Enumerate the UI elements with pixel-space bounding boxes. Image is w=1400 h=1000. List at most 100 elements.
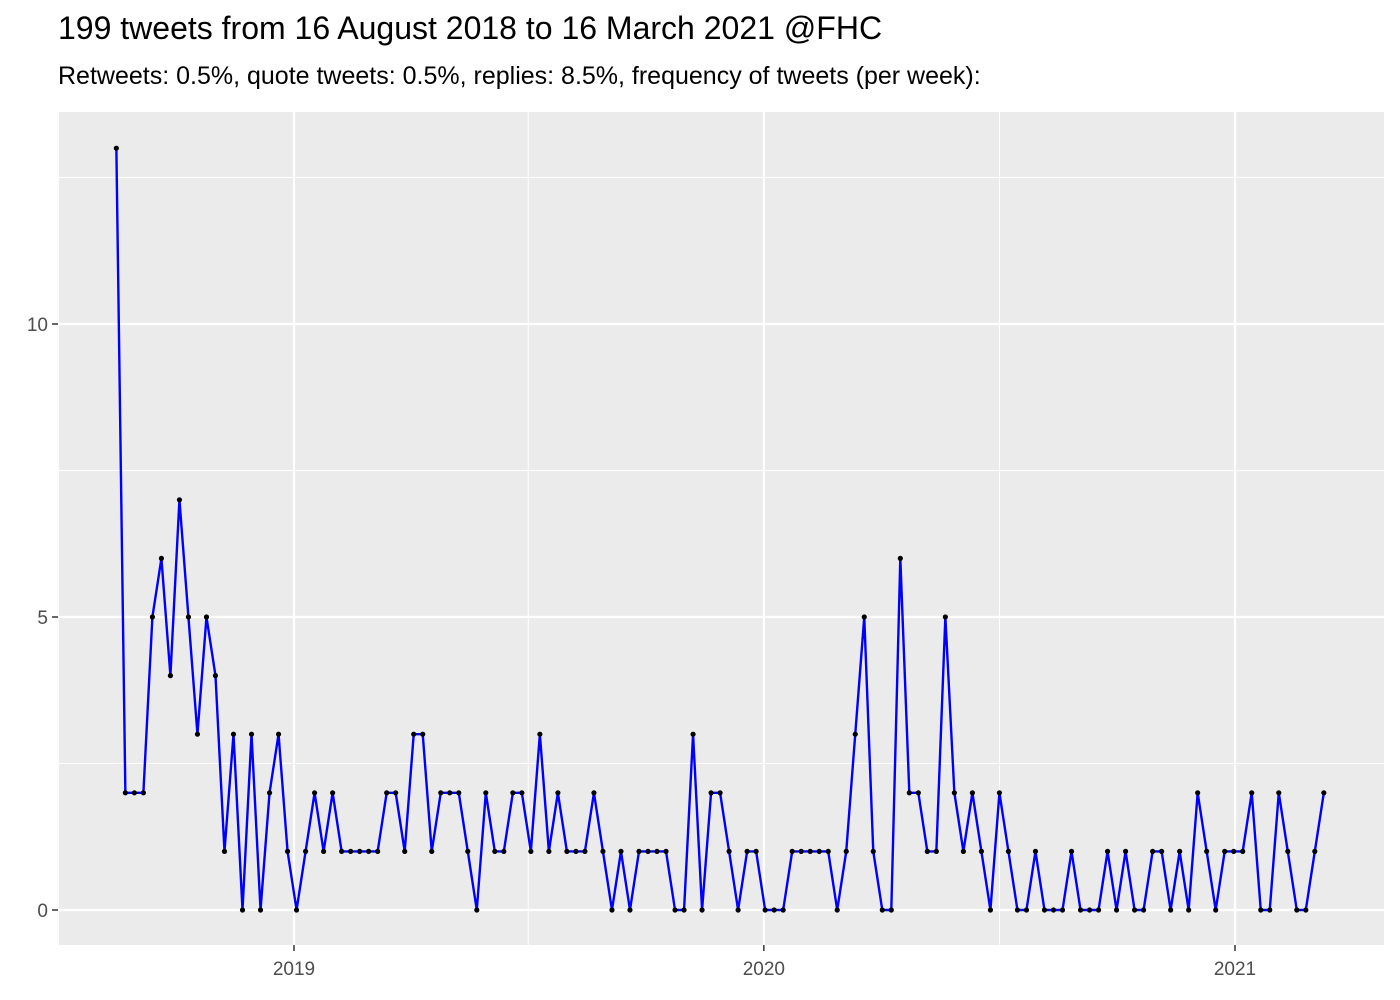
data-point [1177, 848, 1183, 855]
data-point [176, 497, 183, 503]
data-point [717, 790, 723, 796]
data-point [960, 848, 966, 855]
data-point [969, 790, 976, 796]
data-point [1186, 907, 1192, 913]
data-point [203, 614, 210, 620]
data-point [429, 848, 435, 855]
data-point [1276, 790, 1282, 796]
axis-ticks [52, 323, 1236, 951]
data-point [897, 555, 903, 562]
data-point [852, 731, 858, 737]
data-point [771, 907, 777, 913]
data-point [366, 848, 372, 855]
x-tick-label: 2019 [273, 959, 315, 980]
data-point [1195, 790, 1201, 796]
data-point [275, 731, 282, 737]
data-point [654, 848, 660, 855]
data-point [672, 907, 678, 913]
data-point [519, 790, 525, 796]
data-point [212, 673, 219, 679]
data-point [726, 848, 732, 855]
data-point [230, 731, 237, 737]
data-point [1285, 848, 1291, 855]
data-point [122, 790, 128, 796]
data-point [510, 790, 516, 796]
data-point [1312, 848, 1318, 855]
data-point [474, 907, 480, 913]
data-point [456, 790, 462, 796]
data-point [1050, 907, 1057, 913]
data-point [248, 731, 255, 737]
chart-title: 199 tweets from 16 August 2018 to 16 Mar… [58, 10, 883, 46]
data-point [573, 848, 579, 855]
data-point [528, 848, 534, 855]
data-point [158, 555, 165, 562]
data-point [330, 790, 336, 796]
data-point [348, 848, 354, 855]
series-group [113, 145, 1327, 913]
data-point [1321, 790, 1327, 796]
data-point [861, 614, 867, 620]
data-point [555, 790, 561, 796]
chart-subtitle: Retweets: 0.5%, quote tweets: 0.5%, repl… [58, 62, 981, 90]
data-point [600, 848, 606, 855]
data-point [699, 907, 705, 913]
data-point [1041, 907, 1048, 913]
data-point [1131, 907, 1138, 913]
data-point [483, 790, 489, 796]
data-point [257, 907, 264, 913]
data-point [1150, 848, 1156, 855]
data-point [1159, 848, 1165, 855]
data-point [131, 790, 137, 796]
data-point [1231, 848, 1237, 855]
data-point [266, 790, 273, 796]
data-point [996, 790, 1003, 796]
data-point [753, 848, 759, 855]
data-point [1258, 907, 1264, 913]
data-point [951, 790, 957, 796]
data-point [987, 907, 994, 913]
data-point [1095, 907, 1102, 913]
data-point [293, 907, 300, 913]
data-point [411, 731, 417, 737]
data-point [185, 614, 192, 620]
data-point [321, 848, 327, 855]
data-point [1204, 848, 1210, 855]
data-point [302, 848, 309, 855]
y-tick-label: 0 [37, 901, 48, 922]
data-point [879, 907, 885, 913]
data-point [834, 907, 840, 913]
data-point [384, 790, 390, 796]
data-point [825, 848, 831, 855]
data-point [1005, 848, 1012, 855]
data-point [492, 848, 498, 855]
data-point [1222, 848, 1228, 855]
data-point [140, 790, 146, 796]
data-point [339, 848, 345, 855]
data-point [1213, 907, 1219, 913]
data-point [113, 145, 119, 151]
data-point [1032, 848, 1039, 855]
data-point [375, 848, 381, 855]
data-point [915, 790, 921, 796]
data-point [402, 848, 408, 855]
data-point [1267, 907, 1273, 913]
data-point [798, 848, 804, 855]
major-gridlines [58, 112, 1384, 945]
data-point [1249, 790, 1255, 796]
data-point [1014, 907, 1021, 913]
data-point [1086, 907, 1093, 913]
data-point [465, 848, 471, 855]
data-point [546, 848, 552, 855]
data-point [438, 790, 444, 796]
data-point [564, 848, 570, 855]
data-point [645, 848, 651, 855]
data-point [789, 848, 795, 855]
data-point [1104, 848, 1111, 855]
data-point [978, 848, 985, 855]
data-point [888, 907, 894, 913]
data-point [870, 848, 876, 855]
data-point [357, 848, 363, 855]
data-point [627, 907, 633, 913]
